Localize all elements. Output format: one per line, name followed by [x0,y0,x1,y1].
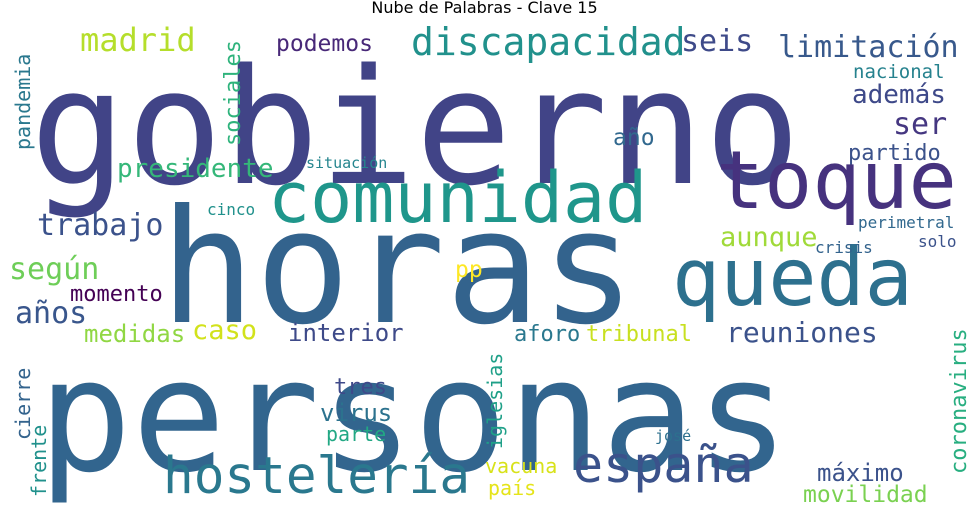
word-hosteleria: hostelería [163,447,470,506]
word-limitacion: limitación [778,30,959,65]
word-ano: año [613,125,655,151]
chart-title: Nube de Palabras - Clave 15 [371,0,598,17]
word-aforo: aforo [514,322,580,347]
word-medidas: medidas [84,320,185,348]
word-crisis: crisis [815,238,873,257]
word-solo: solo [918,232,957,251]
word-caso: caso [192,315,257,346]
word-virus: virus [320,399,392,427]
word-espana: españa [573,436,754,494]
word-toque: toque [716,134,957,227]
word-momento: momento [70,282,163,307]
word-maximo: máximo [817,459,904,487]
word-madrid: madrid [80,21,196,59]
word-perimetral: perimetral [858,213,954,232]
word-cierre: cierre [11,368,35,440]
word-sociales: sociales [221,40,246,146]
word-interior: interior [288,319,404,347]
word-gobierno: gobierno [30,34,801,221]
word-seis: seis [681,24,753,59]
word-pandemia: pandemia [11,54,35,150]
word-trabajo: trabajo [37,208,163,243]
word-presidente: presidente [117,154,274,184]
word-podemos: podemos [276,31,373,57]
word-partido: partido [848,141,941,166]
word-aunque: aunque [720,222,818,253]
word-discapacidad: discapacidad [411,20,686,64]
word-pais: país [488,476,536,500]
word-comunidad: comunidad [268,157,647,239]
word-iglesias: iglesias [483,353,507,449]
word-personas: personas [38,325,789,507]
word-tribunal: tribunal [586,322,692,347]
word-parte: parte [326,422,386,446]
word-segun: según [9,252,99,287]
word-movilidad: movilidad [803,482,928,507]
word-jose: josé [655,427,691,445]
word-vacuna: vacuna [485,454,557,478]
word-queda: queda [672,231,913,324]
word-pp: pp [455,257,483,283]
word-coronavirus: coronavirus [947,328,969,474]
word-situacion: situación [306,154,387,172]
word-cinco: cinco [207,200,255,219]
word-horas: horas [160,176,636,360]
word-ademas: además [852,80,946,110]
word-ser: ser [893,107,947,142]
word-anos: años [15,296,87,331]
word-nacional: nacional [853,61,945,83]
word-tres: tres [334,375,387,400]
word-frente: frente [27,425,51,497]
word-reuniones: reuniones [726,316,878,349]
